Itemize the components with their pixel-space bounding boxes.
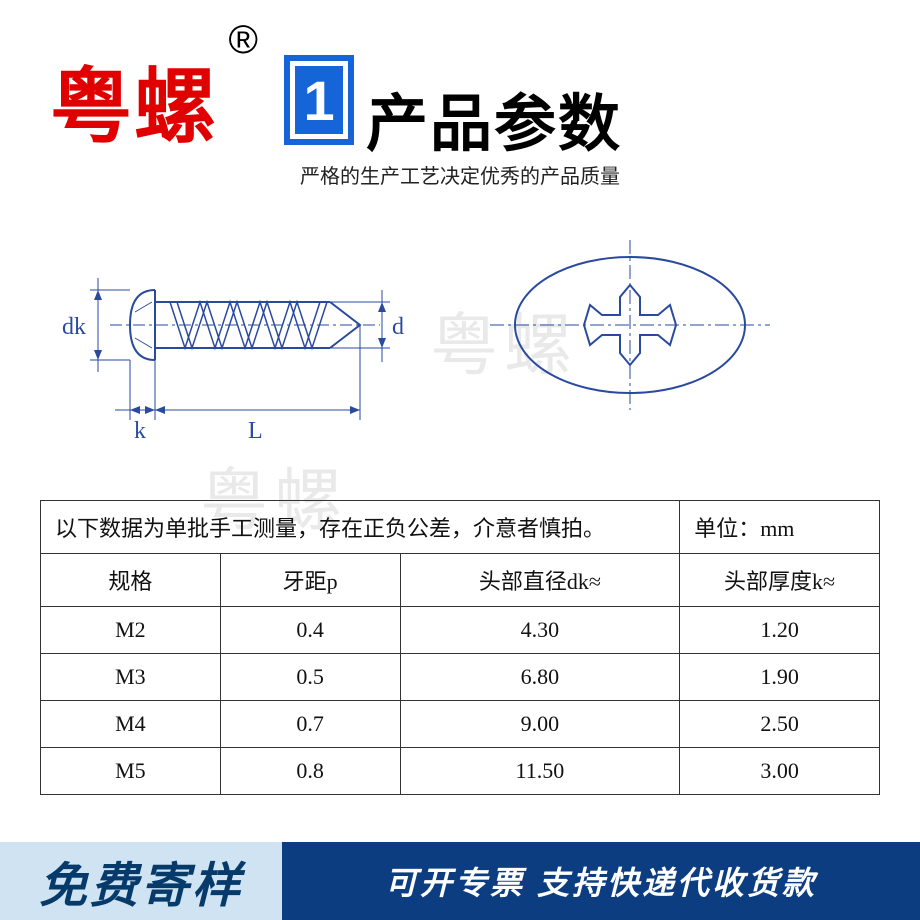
footer-left: 免费寄样 (0, 842, 282, 920)
footer-right: 可开专票 支持快递代收货款 (282, 842, 920, 920)
brand-logo: 粤螺 ® (50, 40, 218, 159)
title-text: 产品参数 (366, 73, 622, 163)
table-note: 以下数据为单批手工测量，存在正负公差，介意者慎拍。 (41, 501, 680, 554)
col-pitch: 牙距p (220, 554, 400, 607)
table-row: M2 0.4 4.30 1.20 (41, 607, 880, 654)
dim-k-label: k (134, 418, 146, 444)
title-number: 1 (290, 61, 348, 139)
col-spec: 规格 (41, 554, 221, 607)
table-row: M3 0.5 6.80 1.90 (41, 654, 880, 701)
technical-diagram: dk d k L (60, 230, 860, 460)
header: 粤螺 ® 1 产品参数 (50, 40, 900, 159)
col-k: 头部厚度k≈ (680, 554, 880, 607)
table-row: M4 0.7 9.00 2.50 (41, 701, 880, 748)
col-dk: 头部直径dk≈ (400, 554, 680, 607)
table-header-row: 规格 牙距p 头部直径dk≈ 头部厚度k≈ (41, 554, 880, 607)
table-unit: 单位：mm (680, 501, 880, 554)
table-note-row: 以下数据为单批手工测量，存在正负公差，介意者慎拍。 单位：mm (41, 501, 880, 554)
spec-table: 以下数据为单批手工测量，存在正负公差，介意者慎拍。 单位：mm 规格 牙距p 头… (40, 500, 880, 795)
dim-dk-label: dk (62, 314, 86, 340)
registered-mark-icon: ® (229, 18, 260, 63)
table-row: M5 0.8 11.50 3.00 (41, 748, 880, 795)
dim-d-label: d (392, 314, 404, 340)
brand-text: 粤螺 (50, 62, 218, 153)
title-number-box: 1 (284, 55, 354, 145)
footer-banner: 免费寄样 可开专票 支持快递代收货款 (0, 842, 920, 920)
subtitle: 严格的生产工艺决定优秀的产品质量 (0, 160, 920, 189)
dim-L-label: L (248, 418, 263, 444)
